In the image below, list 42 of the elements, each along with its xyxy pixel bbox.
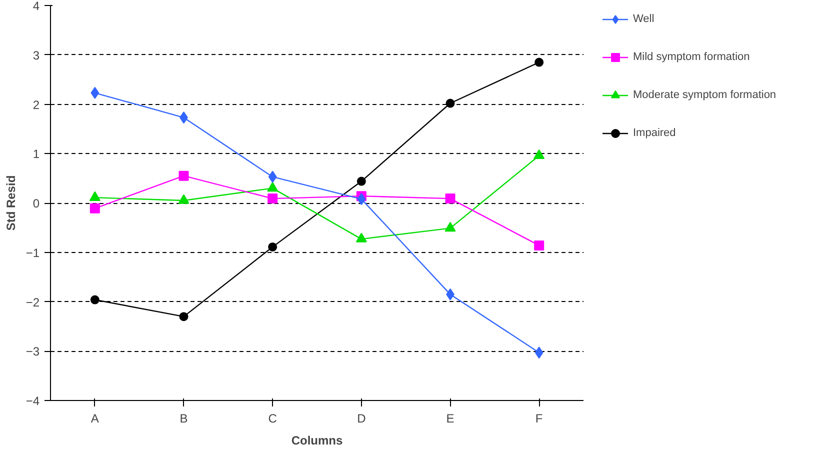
- y-tick-label: −3: [26, 344, 40, 359]
- point: [268, 242, 278, 252]
- y-tick-label: −4: [26, 394, 40, 408]
- point: [178, 170, 189, 181]
- y-tick-label: 1: [32, 147, 40, 162]
- point: [534, 346, 544, 359]
- point: [268, 194, 278, 204]
- x-tick-label: D: [357, 412, 366, 426]
- y-tick-label: 4: [32, 0, 40, 13]
- x-tick-label: B: [180, 412, 188, 426]
- y-tick-label: −2: [26, 295, 40, 310]
- x-tick-label: C: [268, 412, 278, 426]
- point: [90, 295, 100, 304]
- x-axis-title: Columns: [291, 434, 343, 448]
- point: [90, 203, 100, 214]
- point: [534, 149, 545, 159]
- point: [268, 170, 277, 183]
- legend-label: Impaired: [633, 127, 676, 139]
- x-tick-label: E: [446, 412, 454, 426]
- point: [178, 194, 190, 204]
- point: [90, 86, 100, 99]
- y-tick-label: −1: [26, 246, 40, 260]
- y-tick-label: 2: [32, 98, 40, 112]
- point: [445, 194, 456, 204]
- y-tick-label: 3: [32, 48, 40, 62]
- point: [89, 191, 100, 201]
- point: [534, 58, 544, 67]
- point: [267, 182, 278, 192]
- legend-label: Moderate symptom formation: [633, 89, 776, 101]
- point: [446, 98, 455, 108]
- point: [356, 232, 367, 242]
- x-tick-label: F: [535, 412, 543, 426]
- x-tick-label: A: [90, 412, 99, 426]
- point: [357, 193, 366, 206]
- point: [534, 240, 544, 250]
- legend-label: Mild symptom formation: [633, 51, 750, 63]
- y-tick-label: 0: [32, 196, 40, 210]
- point: [444, 222, 456, 232]
- legend-label: Well: [633, 13, 654, 25]
- point: [356, 176, 366, 186]
- y-axis-title: Std Resid: [4, 175, 18, 231]
- point: [179, 312, 188, 322]
